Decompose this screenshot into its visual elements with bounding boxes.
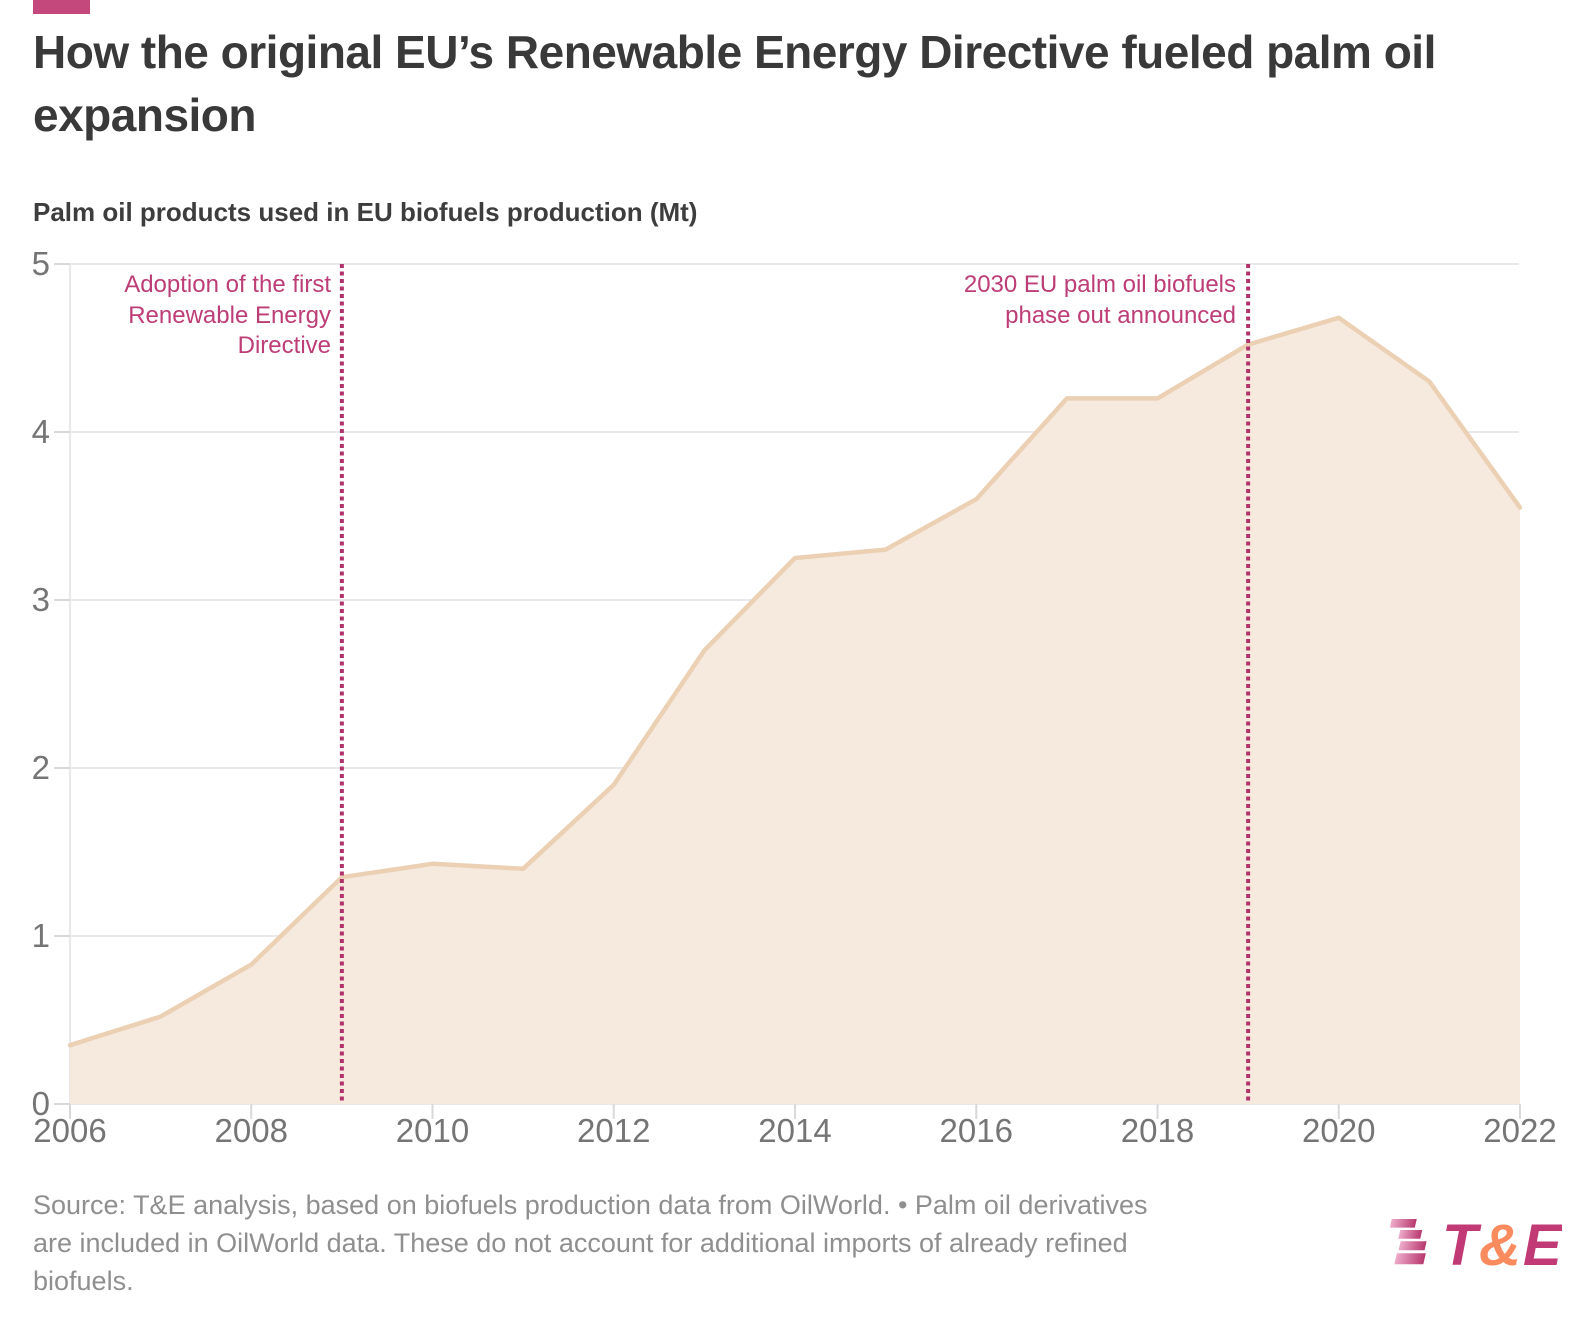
te-logo: T & E [1389,1213,1564,1278]
x-axis-label: 2018 [1120,1112,1195,1149]
accent-bar [33,0,90,14]
annotation-line: 2030 EU palm oil biofuels [963,271,1236,298]
y-axis-label: 2 [31,749,50,786]
source-note: Source: T&E analysis, based on biofuels … [33,1186,1148,1300]
y-axis-label: 4 [31,413,50,450]
x-axis-label: 2022 [1483,1112,1557,1149]
source-note-line: Source: T&E analysis, based on biofuels … [33,1190,1148,1220]
annotation-line: Renewable Energy [128,301,331,329]
annotation-line: Directive [237,332,331,359]
source-note-line: are included in OilWorld data. These do … [33,1228,1128,1258]
annotation-2019-phase-out: 2030 EU palm oil biofuels phase out annou… [964,270,1236,331]
y-axis-label: 5 [31,245,50,282]
x-axis-label: 2006 [33,1112,107,1149]
annotation-line: Adoption of the first [124,271,331,298]
x-axis-label: 2014 [758,1112,832,1149]
logo-stripes-icon [1389,1219,1427,1265]
x-axis-label: 2012 [577,1112,651,1149]
y-axis-label: 0 [31,1085,50,1122]
source-note-line: biofuels. [33,1266,134,1296]
y-axis-label: 1 [31,917,50,954]
annotation-line: phase out announced [1005,301,1236,329]
x-axis-label: 2020 [1302,1112,1376,1149]
x-axis-label: 2016 [939,1112,1013,1149]
chart-subtitle: Palm oil products used in EU biofuels pr… [33,197,698,227]
logo-letter-t: T [1442,1218,1482,1268]
chart-title: How the original EU’s Renewable Energy D… [33,26,1436,141]
logo-ampersand: & [1479,1218,1521,1268]
x-axis-label: 2010 [395,1112,470,1149]
logo-letter-e: E [1523,1218,1562,1268]
x-axis-label: 2008 [214,1112,288,1149]
annotation-2009-red-adoption: Adoption of the first Renewable Energy Dir… [124,270,331,362]
y-axis-label: 3 [31,581,50,618]
te-logo-graphic: T & E [1389,1213,1564,1278]
